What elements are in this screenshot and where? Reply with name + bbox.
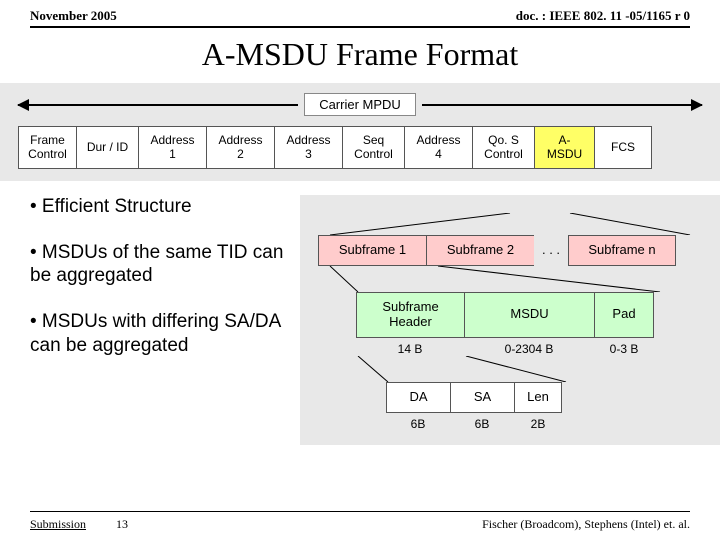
mpdu-fields-row: Frame ControlDur / IDAddress 1Address 2A… xyxy=(18,126,702,169)
page-title: A-MSDU Frame Format xyxy=(0,36,720,73)
footer-page: 13 xyxy=(116,517,128,531)
size-label: 6B xyxy=(386,417,450,431)
bullet-2: • MSDUs of the same TID can be aggregate… xyxy=(30,241,290,289)
mpdu-field: Seq Control xyxy=(342,126,404,169)
mpdu-field: FCS xyxy=(594,126,652,169)
bullet-3: • MSDUs with differing SA/DA can be aggr… xyxy=(30,310,290,358)
diagram-box: Len xyxy=(514,382,562,413)
diagram-box: MSDU xyxy=(464,292,594,338)
size-label: 14 B xyxy=(356,342,464,356)
size-label: 0-3 B xyxy=(594,342,654,356)
expand-lines-3 xyxy=(318,356,702,382)
carrier-label: Carrier MPDU xyxy=(304,93,416,116)
mpdu-field: A- MSDU xyxy=(534,126,594,169)
diagram-box: Subframe 1 xyxy=(318,235,426,266)
footer-authors: Fischer (Broadcom), Stephens (Intel) et.… xyxy=(482,517,690,532)
mpdu-field: Address 1 xyxy=(138,126,206,169)
diagram-box: . . . xyxy=(534,235,568,266)
arrow-left xyxy=(18,104,298,106)
header-sizes: 6B6B2B xyxy=(386,417,702,431)
subframe-diagram: Subframe 1Subframe 2. . .Subframe n Subf… xyxy=(300,195,720,445)
header-detail-row: DASALen xyxy=(386,382,702,413)
mpdu-field: Qo. S Control xyxy=(472,126,534,169)
size-label: 6B xyxy=(450,417,514,431)
mpdu-field: Address 2 xyxy=(206,126,274,169)
expand-lines-2 xyxy=(318,266,702,292)
footer: Submission 13 Fischer (Broadcom), Stephe… xyxy=(30,517,690,532)
mpdu-field: Address 4 xyxy=(404,126,472,169)
diagram-box: Subframe n xyxy=(568,235,676,266)
diagram-box: Subframe Header xyxy=(356,292,464,338)
content-zone: • Efficient Structure • MSDUs of the sam… xyxy=(0,181,720,445)
diagram-box: DA xyxy=(386,382,450,413)
diagram-box: Pad xyxy=(594,292,654,338)
size-label: 0-2304 B xyxy=(464,342,594,356)
subframe-sizes: 14 B0-2304 B0-3 B xyxy=(356,342,702,356)
diagram-box: Subframe 2 xyxy=(426,235,534,266)
header-rule xyxy=(30,26,690,28)
subframe-detail-row: Subframe HeaderMSDUPad xyxy=(356,292,702,338)
subframe-row: Subframe 1Subframe 2. . .Subframe n xyxy=(318,235,702,266)
size-label: 2B xyxy=(514,417,562,431)
expand-lines-1 xyxy=(318,213,702,235)
mpdu-field: Frame Control xyxy=(18,126,76,169)
diagram-box: SA xyxy=(450,382,514,413)
bullet-list: • Efficient Structure • MSDUs of the sam… xyxy=(30,195,290,445)
arrow-right xyxy=(422,104,702,106)
footer-submission: Submission xyxy=(30,517,86,531)
mpdu-field: Address 3 xyxy=(274,126,342,169)
mpdu-diagram: Carrier MPDU Frame ControlDur / IDAddres… xyxy=(0,83,720,181)
header: November 2005 doc. : IEEE 802. 11 -05/11… xyxy=(0,0,720,26)
mpdu-field: Dur / ID xyxy=(76,126,138,169)
bullet-1: • Efficient Structure xyxy=(30,195,290,219)
header-date: November 2005 xyxy=(30,8,117,24)
carrier-span: Carrier MPDU xyxy=(18,93,702,116)
header-doc: doc. : IEEE 802. 11 -05/1165 r 0 xyxy=(516,8,690,24)
footer-rule xyxy=(30,511,690,512)
